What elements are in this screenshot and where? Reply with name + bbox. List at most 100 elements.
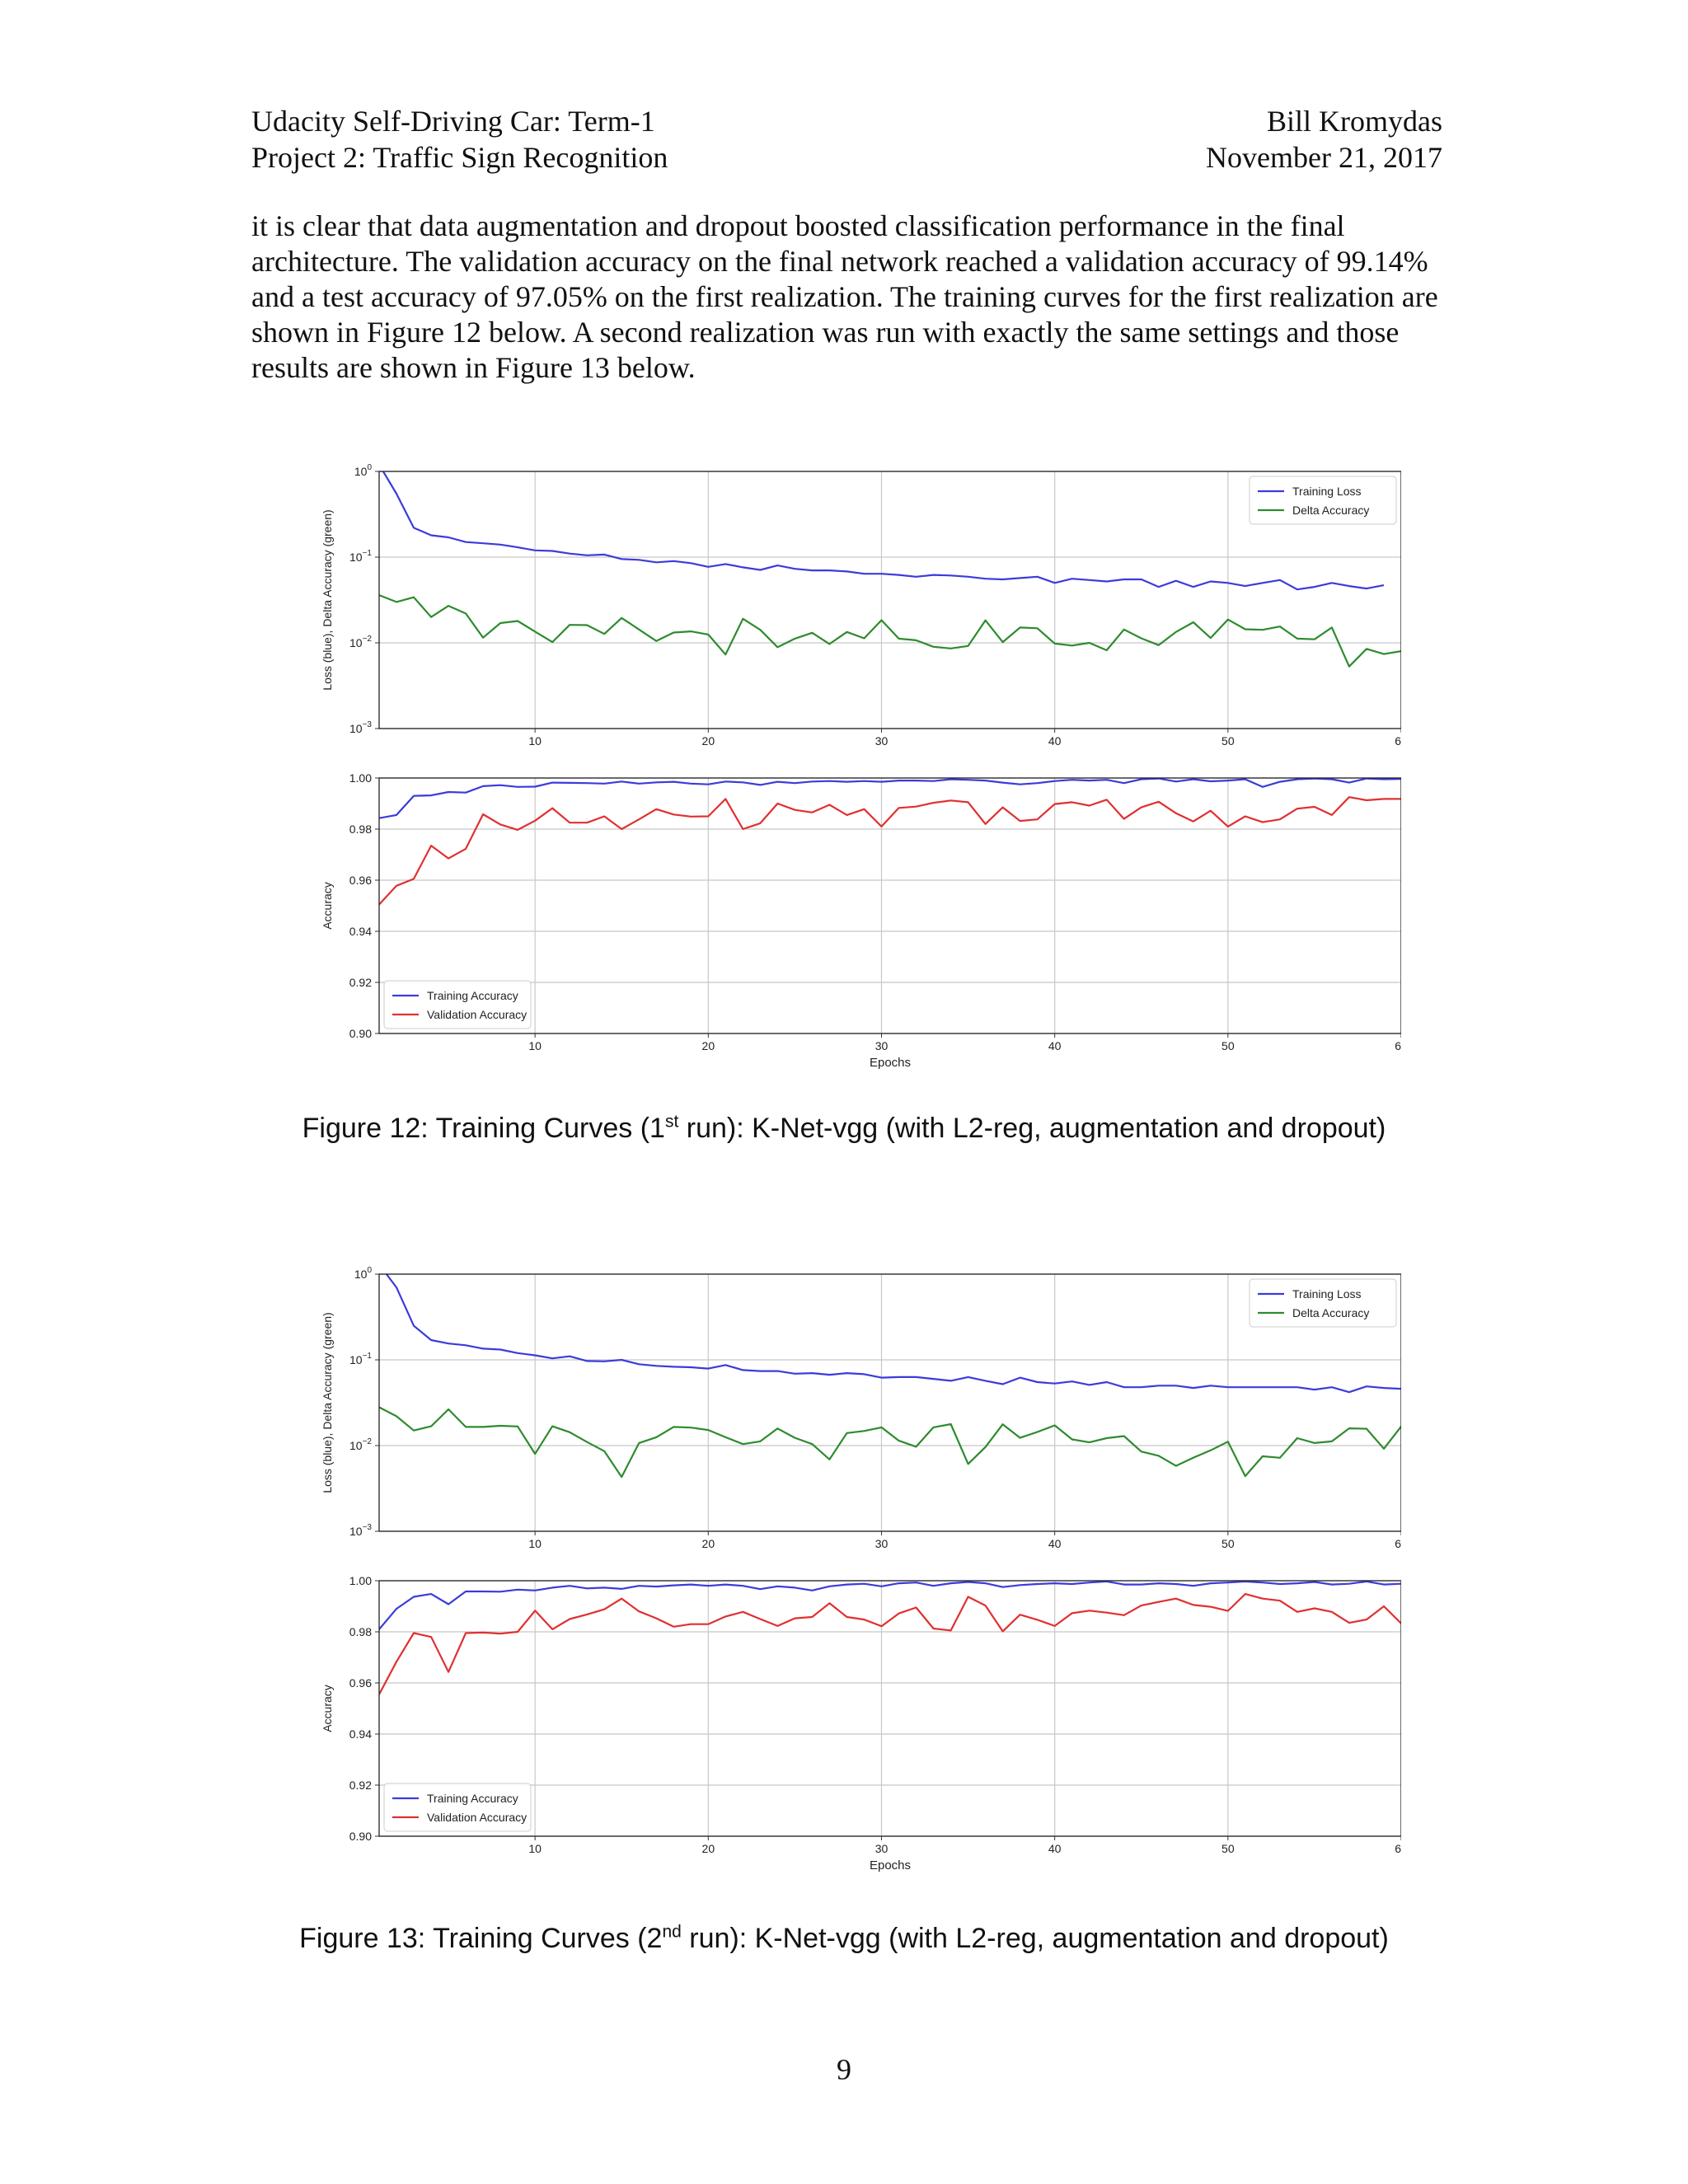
- fig13-bottom-y-tick-label: 1.00: [349, 1574, 372, 1587]
- running-header-right: Bill Kromydas November 21, 2017: [1206, 103, 1442, 176]
- body-paragraph: it is clear that data augmentation and d…: [251, 209, 1438, 384]
- fig13-bottom-x-axis-label: Epochs: [870, 1858, 911, 1872]
- fig13-top-legend: Training Loss Delta Accuracy: [1249, 1278, 1397, 1328]
- fig12-top-axes-frame: [378, 471, 1402, 729]
- fig12-bottom-y-tick-label: 0.94: [349, 925, 372, 938]
- header-course-title: Udacity Self-Driving Car: Term-1: [251, 105, 655, 138]
- fig12-bottom-series-line-0: [379, 778, 1401, 819]
- header-project-title: Project 2: Traffic Sign Recognition: [251, 141, 668, 174]
- fig12-top-legend-label: Training Loss: [1292, 485, 1362, 498]
- fig12-top-chart: 10 20 30 40 50 60 100 10−1 10−2 10−3 Loss (blue), …: [321, 463, 1408, 748]
- fig12-top-y-tick-exponent: −3: [363, 720, 373, 729]
- page-number: 9: [837, 2053, 851, 2086]
- fig13-bottom-y-tick-label: 0.96: [349, 1676, 372, 1690]
- fig12-top-y-tick-exponent: −1: [363, 549, 373, 558]
- fig13-top-x-tick-label: 40: [1048, 1537, 1062, 1550]
- fig13-bottom-y-tick-label: 0.98: [349, 1625, 372, 1638]
- caption-superscript: nd: [662, 1922, 682, 1942]
- fig12-top-x-tick-label: 10: [528, 734, 542, 748]
- fig13-bottom-y-tick-label: 0.94: [349, 1727, 372, 1741]
- fig13-top-chart: 10 20 30 40 50 60 100 10−1 10−2 10−3 Loss (blue), …: [321, 1266, 1408, 1550]
- fig12-top-y-tick-label: 100: [354, 463, 373, 478]
- fig13-top-x-tick-label: 30: [875, 1537, 889, 1550]
- fig13-top-y-tick-exponent: −1: [363, 1352, 373, 1361]
- fig12-bottom-y-tick-label: 0.90: [349, 1027, 372, 1040]
- fig12-bottom-x-tick-label: 50: [1221, 1039, 1235, 1052]
- header-date: November 21, 2017: [1206, 141, 1442, 174]
- caption-text: run): K-Net-vgg (with L2-reg, augmentati…: [678, 1113, 1386, 1144]
- fig12-bottom-legend-box: [383, 980, 532, 1029]
- fig13-top-x-tick-label: 50: [1221, 1537, 1235, 1550]
- fig13-bottom-legend-box: [383, 1783, 532, 1832]
- fig13-bottom-x-tick-label: 30: [875, 1842, 889, 1855]
- fig13-bottom-series-line-0: [379, 1581, 1401, 1630]
- fig13-top-y-tick-exponent: 0: [367, 1266, 372, 1275]
- fig12-bottom-series-line-1: [379, 796, 1401, 906]
- fig13-top-x-tick-label: 10: [528, 1537, 542, 1550]
- fig12-bottom-legend-label: Validation Accuracy: [427, 1008, 527, 1021]
- fig12-bottom-legend: Training Accuracy Validation Accuracy: [383, 980, 532, 1029]
- fig13-bottom-chart: 10 20 30 40 50 60 1.00 0.98 0.96 0.94 0.92 0.90 Accu…: [321, 1574, 1408, 1872]
- fig12-top-series-line-1: [379, 594, 1401, 668]
- fig13-bottom-y-axis-label: Accuracy: [321, 1685, 334, 1732]
- fig12-top-y-tick-exponent: −2: [363, 635, 373, 644]
- fig13-bottom-y-tick-label: 0.90: [349, 1830, 372, 1843]
- fig12-top-y-tick-label: 10−2: [349, 635, 372, 649]
- fig13-top-series-line-0: [385, 1274, 1401, 1394]
- fig13-top-y-tick-label: 10−3: [349, 1523, 372, 1538]
- fig12-bottom-y-tick-label: 1.00: [349, 771, 372, 785]
- fig13-top-y-tick-label: 10−1: [349, 1352, 372, 1366]
- fig13-bottom-legend: Training Accuracy Validation Accuracy: [383, 1783, 532, 1832]
- fig13-top-legend-box: [1249, 1278, 1397, 1328]
- fig13-top-y-tick-label: 100: [354, 1266, 373, 1281]
- caption-text: run): K-Net-vgg (with L2-reg, augmentati…: [681, 1923, 1389, 1954]
- fig13-bottom-series-line-1: [379, 1593, 1401, 1695]
- fig13-top-axes-frame: [378, 1273, 1402, 1532]
- fig13-top-x-tick-label: 60: [1395, 1537, 1401, 1550]
- fig13-top-legend-label: Delta Accuracy: [1292, 1306, 1369, 1319]
- fig13-bottom-x-tick-label: 20: [702, 1842, 715, 1855]
- fig12-top-legend: Training Loss Delta Accuracy: [1249, 476, 1397, 525]
- fig13-top-y-axis-label: Loss (blue), Delta Accuracy (green): [321, 1312, 334, 1493]
- fig12-bottom-x-tick-label: 10: [528, 1039, 542, 1052]
- fig13-bottom-x-tick-label: 40: [1048, 1842, 1062, 1855]
- fig12-top-series-line-0: [382, 471, 1385, 591]
- header-author: Bill Kromydas: [1267, 105, 1442, 138]
- fig12-bottom-y-axis-label: Accuracy: [321, 882, 334, 930]
- fig13-bottom-x-tick-label: 10: [528, 1842, 542, 1855]
- fig13-bottom-legend-label: Validation Accuracy: [427, 1811, 527, 1824]
- caption-text: Figure 13: Training Curves (2: [299, 1923, 663, 1954]
- fig12-top-x-tick-label: 20: [702, 734, 715, 748]
- fig12-top-x-tick-label: 40: [1048, 734, 1062, 748]
- caption-superscript: st: [664, 1112, 679, 1132]
- fig12-top-y-tick-label: 10−3: [349, 720, 372, 735]
- fig13-top-y-tick-exponent: −2: [363, 1437, 373, 1446]
- fig13-bottom-y-tick-label: 0.92: [349, 1779, 372, 1792]
- fig12-bottom-x-tick-label: 20: [702, 1039, 715, 1052]
- fig12-top-x-tick-label: 30: [875, 734, 889, 748]
- fig12-bottom-legend-label: Training Accuracy: [427, 989, 518, 1002]
- fig12-bottom-y-tick-label: 0.98: [349, 823, 372, 836]
- fig12-top-y-tick-label: 10−1: [349, 549, 372, 564]
- fig13-top-series-line-1: [379, 1406, 1401, 1479]
- fig12-bottom-x-tick-label: 30: [875, 1039, 889, 1052]
- fig13-bottom-legend-label: Training Accuracy: [427, 1792, 518, 1805]
- fig12-bottom-chart: 10 20 30 40 50 60 1.00 0.98 0.96 0.94 0.92 0.90 Accu…: [321, 771, 1408, 1070]
- fig13-bottom-x-tick-label: 50: [1221, 1842, 1235, 1855]
- fig12-top-legend-label: Delta Accuracy: [1292, 504, 1369, 517]
- fig13-bottom-x-tick-label: 60: [1395, 1842, 1401, 1855]
- fig12-top-legend-box: [1249, 476, 1397, 525]
- fig13-top-x-tick-label: 20: [702, 1537, 715, 1550]
- fig12-bottom-y-tick-label: 0.92: [349, 976, 372, 989]
- fig13-top-legend-label: Training Loss: [1292, 1287, 1362, 1301]
- fig12-bottom-x-tick-label: 40: [1048, 1039, 1062, 1052]
- fig12-bottom-y-tick-label: 0.96: [349, 874, 372, 887]
- fig12-top-y-tick-exponent: 0: [367, 463, 372, 472]
- fig13-top-y-tick-label: 10−2: [349, 1437, 372, 1452]
- figure-13-caption: Figure 13: Training Curves (2nd run): K-…: [0, 1923, 1688, 1955]
- fig12-top-y-axis-label: Loss (blue), Delta Accuracy (green): [321, 509, 334, 690]
